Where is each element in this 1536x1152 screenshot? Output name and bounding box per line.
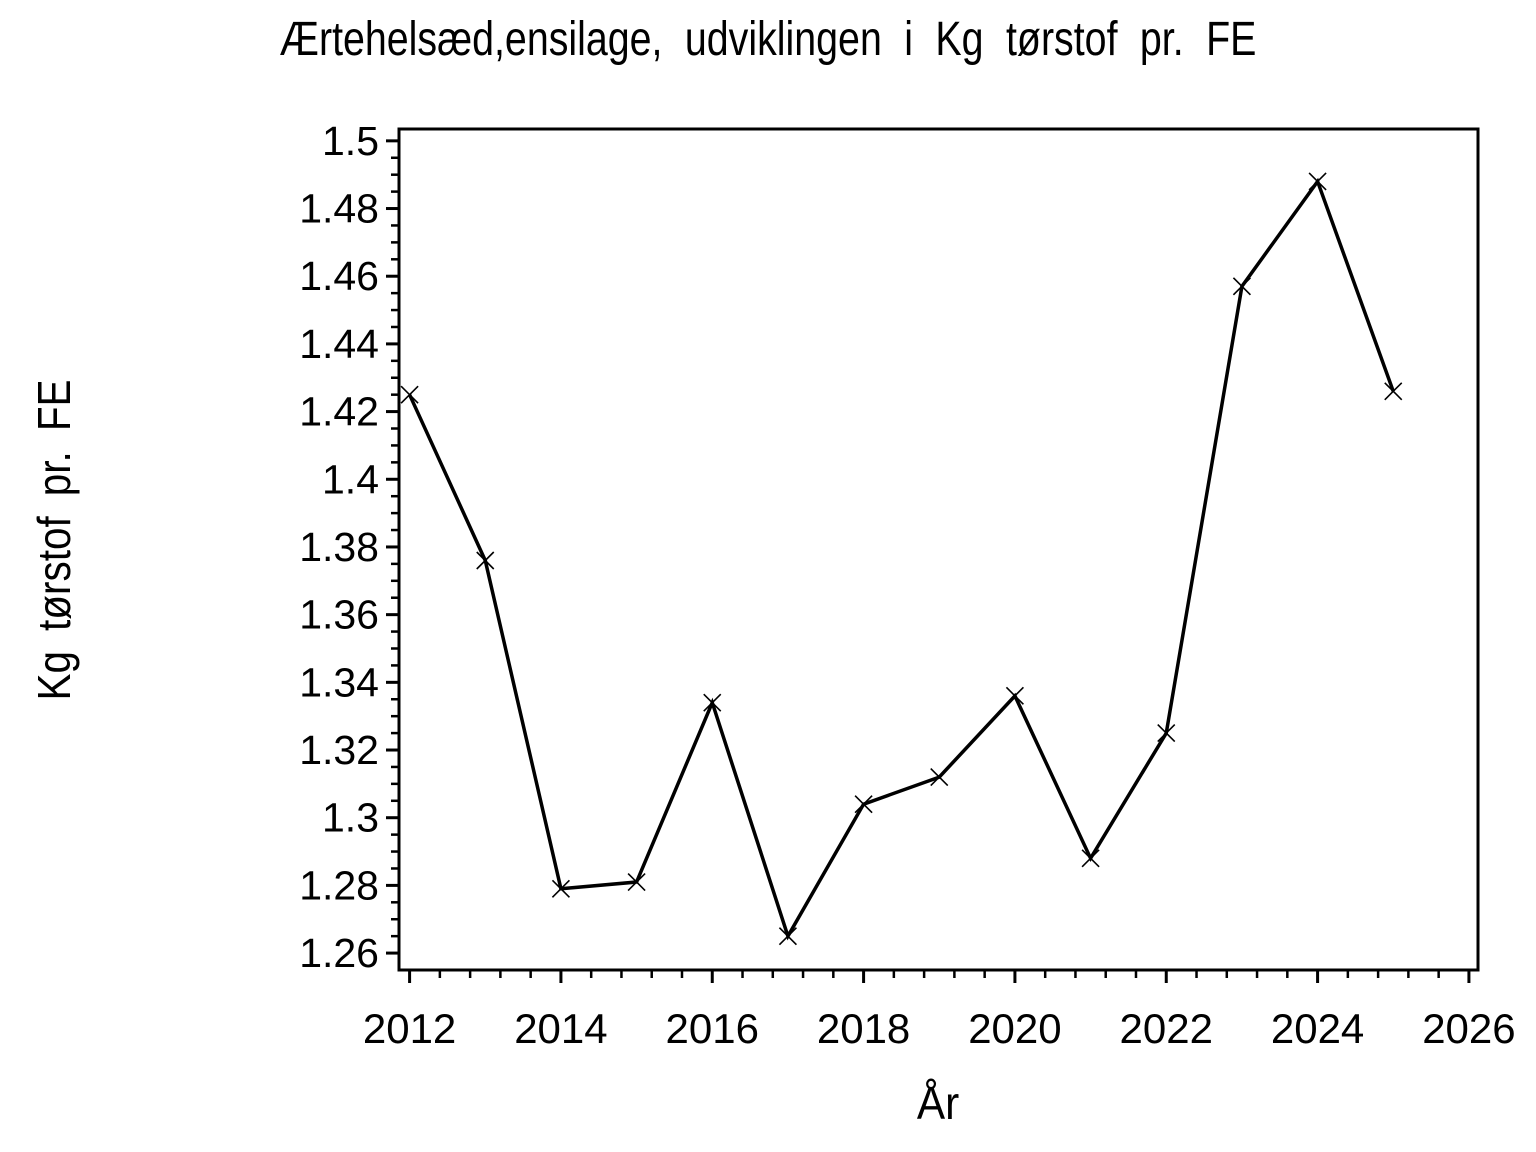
- x-tick-label: 2012: [363, 1005, 456, 1052]
- x-tick-label: 2024: [1271, 1005, 1364, 1052]
- y-tick-label: 1.28: [299, 862, 379, 908]
- plot-frame: [397, 127, 1480, 972]
- data-point-marker: [1308, 172, 1327, 191]
- data-point-marker: [1232, 277, 1251, 296]
- x-tick-label: 2022: [1120, 1005, 1213, 1052]
- y-tick-label: 1.34: [299, 659, 379, 705]
- y-tick-label: 1.46: [299, 253, 379, 299]
- y-tick-label: 1.48: [299, 186, 379, 232]
- data-point-marker: [627, 872, 646, 892]
- data-point-marker: [930, 768, 949, 787]
- data-point-marker: [1384, 382, 1403, 401]
- y-tick-label: 1.3: [322, 795, 379, 841]
- data-point-marker: [703, 693, 722, 712]
- data-point-marker: [1005, 686, 1024, 705]
- y-tick-label: 1.44: [299, 321, 379, 367]
- data-series-line: [408, 177, 1395, 941]
- x-tick-label: 2016: [666, 1005, 759, 1052]
- x-tick-label: 2026: [1422, 1005, 1515, 1052]
- x-axis-title: År: [916, 1077, 960, 1129]
- y-tick-label: 1.42: [299, 389, 379, 435]
- y-tick-label: 1.4: [322, 456, 379, 502]
- y-tick-label: 1.36: [299, 592, 379, 638]
- y-tick-label: 1.5: [322, 118, 379, 164]
- data-point-marker: [400, 385, 419, 404]
- x-tick-label: 2014: [514, 1005, 607, 1052]
- y-tick-label: 1.26: [299, 930, 379, 976]
- data-point-marker: [1157, 724, 1176, 743]
- data-point-marker: [1081, 849, 1100, 868]
- data-point-marker: [551, 879, 570, 898]
- y-tick-label: 1.38: [299, 524, 379, 570]
- y-tick-label: 1.32: [299, 727, 379, 773]
- chart-title: Ærtehelsæd,ensilage, udviklingen i Kg tø…: [279, 13, 1257, 66]
- data-point-marker: [854, 795, 873, 814]
- data-point-marker: [476, 551, 495, 570]
- data-point-marker: [778, 927, 797, 946]
- x-tick-label: 2018: [817, 1005, 910, 1052]
- x-tick-label: 2020: [968, 1005, 1061, 1052]
